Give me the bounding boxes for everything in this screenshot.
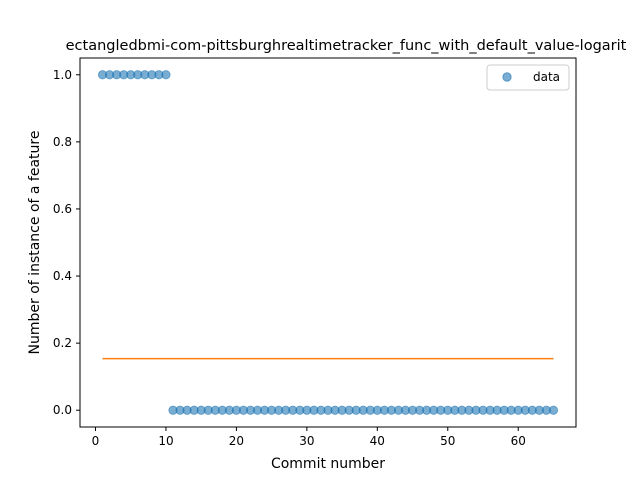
x-axis-label: Commit number	[271, 456, 385, 472]
chart-title: ectangledbmi-com-pittsburghrealtimetrack…	[66, 38, 627, 54]
y-tick-label-0.8: 0.8	[53, 135, 72, 149]
ticks: 0 10 20 30 40 50 60 0.0 0.2 0.4 0.6 0.8 1.0	[53, 68, 526, 448]
x-tick-label-50: 50	[440, 434, 455, 448]
marks	[97, 70, 559, 415]
legend-marker-data	[502, 72, 512, 82]
x-tick-label-40: 40	[370, 434, 385, 448]
data-point-10	[161, 70, 171, 80]
y-tick-label-0.6: 0.6	[53, 202, 72, 216]
x-tick-label-0: 0	[92, 434, 100, 448]
y-tick-label-0.0: 0.0	[53, 403, 72, 417]
x-tick-label-10: 10	[158, 434, 173, 448]
legend-box	[486, 64, 570, 91]
y-axis-label: Number of instance of a feature	[27, 131, 43, 355]
axes-frame	[79, 57, 577, 428]
y-tick-label-0.4: 0.4	[53, 269, 72, 283]
legend: data	[486, 64, 570, 91]
legend-label-data: data	[533, 70, 560, 84]
x-tick-label-20: 20	[229, 434, 244, 448]
y-tick-label-0.2: 0.2	[53, 336, 72, 350]
x-tick-label-60: 60	[511, 434, 526, 448]
x-tick-label-30: 30	[299, 434, 314, 448]
data-point-65	[548, 405, 559, 415]
y-tick-label-1.0: 1.0	[53, 68, 72, 82]
